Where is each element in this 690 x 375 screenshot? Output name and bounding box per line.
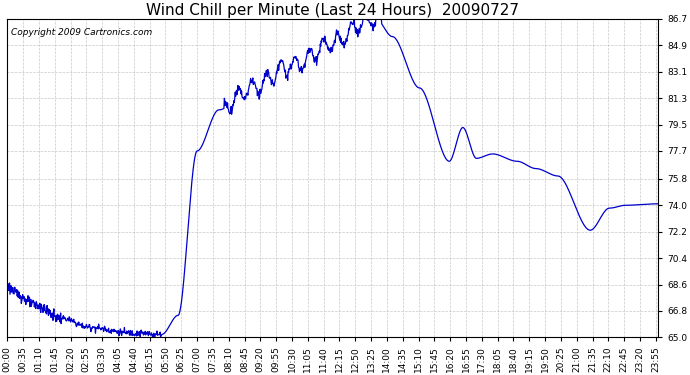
Text: Copyright 2009 Cartronics.com: Copyright 2009 Cartronics.com [10, 28, 152, 38]
Title: Wind Chill per Minute (Last 24 Hours)  20090727: Wind Chill per Minute (Last 24 Hours) 20… [146, 3, 519, 18]
